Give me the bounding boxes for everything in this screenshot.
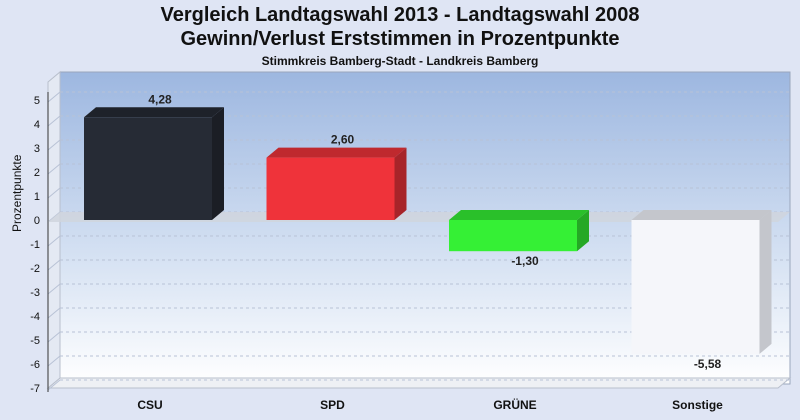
y-tick-label: 1: [34, 191, 40, 203]
bar: [631, 220, 760, 354]
grid-line-depth: [47, 91, 61, 103]
grid-line-depth: [47, 307, 61, 319]
grid-line-depth: [47, 283, 61, 295]
grid-line-depth: [47, 259, 61, 271]
x-tick-label: SPD: [320, 398, 345, 412]
y-tick-label: 3: [34, 143, 40, 155]
chart-subtitle: Stimmkreis Bamberg-Stadt - Landkreis Bam…: [261, 54, 539, 68]
bar-top: [266, 147, 407, 158]
grid-line-depth: [47, 163, 61, 175]
data-label: 2,60: [331, 133, 355, 147]
grid-line-depth: [47, 139, 61, 151]
y-tick-label: -7: [30, 383, 40, 395]
data-label: 4,28: [148, 92, 172, 106]
x-tick-label: GRÜNE: [493, 397, 536, 412]
bar: [449, 220, 577, 252]
bar-side: [577, 210, 589, 252]
grid-line-depth: [47, 355, 61, 367]
y-tick-label: -2: [30, 263, 40, 275]
x-tick-label: CSU: [137, 398, 162, 412]
x-tick-label: Sonstige: [672, 398, 723, 412]
y-tick-label: -6: [30, 359, 40, 371]
grid-line-depth: [47, 115, 61, 127]
grid-line-depth: [47, 331, 61, 343]
bar-side: [394, 147, 407, 220]
y-tick-label: -4: [30, 311, 40, 323]
chart-title: Vergleich Landtagswahl 2013 - Landtagswa…: [160, 4, 640, 26]
grid-line-depth: [47, 187, 61, 199]
y-tick-label: 2: [34, 167, 40, 179]
y-tick-label: 5: [34, 95, 40, 107]
data-label: -5,58: [694, 357, 722, 371]
bar-side: [212, 107, 224, 220]
bar-top: [631, 210, 772, 220]
grid-line-depth: [47, 235, 61, 247]
bar-top: [84, 107, 224, 118]
bar: [84, 117, 212, 220]
grid-line-depth: [47, 379, 61, 391]
bar-top: [449, 210, 589, 220]
chart-title-line-2: Gewinn/Verlust Erststimmen in Prozentpun…: [180, 28, 620, 50]
bar-side: [759, 210, 772, 354]
y-tick-label: -5: [30, 335, 40, 347]
zero-plane: [48, 212, 790, 222]
y-tick-label: -1: [30, 239, 40, 251]
y-tick-label: -3: [30, 287, 40, 299]
data-label: -1,30: [511, 254, 539, 268]
y-tick-label: 0: [34, 215, 40, 227]
y-tick-label: 4: [34, 119, 40, 131]
bar: [266, 157, 395, 220]
